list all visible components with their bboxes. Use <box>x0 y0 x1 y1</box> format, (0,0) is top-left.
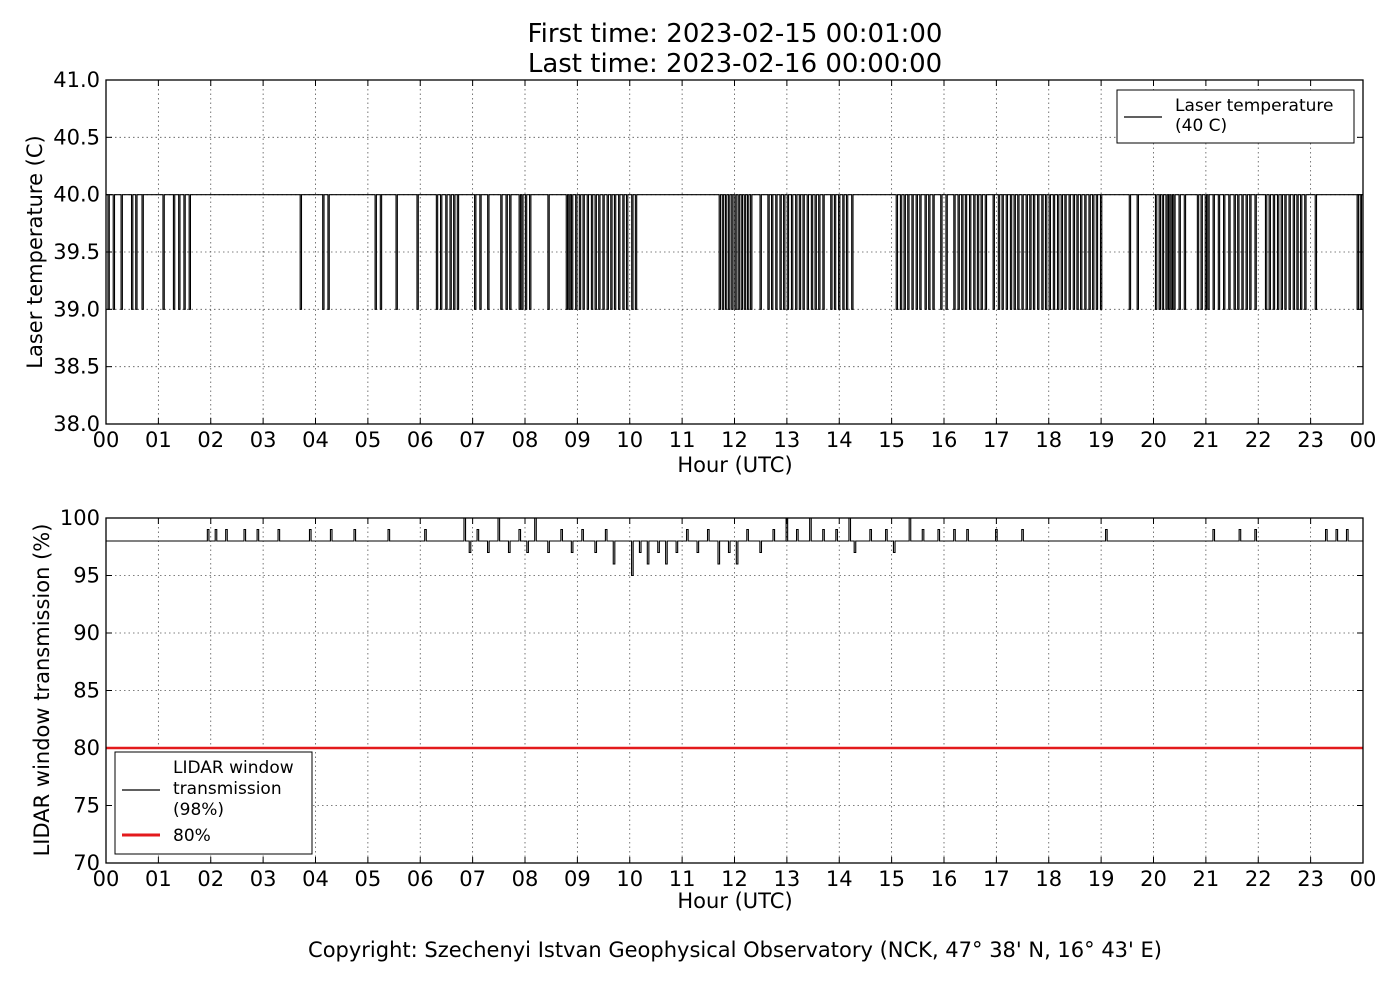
y-tick-label: 39.0 <box>53 297 100 321</box>
laser-temperature-series <box>106 194 1363 310</box>
title-line-1: First time: 2023-02-15 00:01:00 <box>528 19 943 49</box>
y-tick-label: 95 <box>73 564 100 588</box>
x-tick-label: 13 <box>774 867 801 891</box>
x-tick-label: 12 <box>721 867 748 891</box>
legend-label-80: 80% <box>173 826 211 846</box>
y-axis-label: LIDAR window transmission (%) <box>30 524 54 857</box>
y-tick-label: 40.5 <box>53 125 100 149</box>
x-tick-label: 15 <box>878 867 905 891</box>
x-tick-label: 11 <box>669 428 696 452</box>
x-tick-label: 16 <box>931 428 958 452</box>
x-tick-label: 03 <box>250 867 277 891</box>
x-tick-label: 06 <box>407 428 434 452</box>
x-tick-label: 14 <box>826 867 853 891</box>
plot-frame <box>105 517 1364 864</box>
y-tick-labels: 38.0 38.5 39.0 39.5 40.0 40.5 41.0 <box>53 68 100 436</box>
x-tick-label: 08 <box>512 428 539 452</box>
x-tick-label: 03 <box>250 428 277 452</box>
legend-label-line: Laser temperature <box>1175 96 1333 116</box>
x-tick-label: 10 <box>616 867 643 891</box>
grid-lines <box>105 517 1364 864</box>
y-tick-label: 90 <box>73 621 100 645</box>
x-tick-label: 00 <box>1350 428 1377 452</box>
y-tick-label: 75 <box>73 794 100 818</box>
x-tick-label: 00 <box>1350 867 1377 891</box>
x-tick-label: 18 <box>1035 867 1062 891</box>
x-tick-label: 16 <box>931 867 958 891</box>
x-tick-label: 19 <box>1088 867 1115 891</box>
x-tick-label: 23 <box>1297 867 1324 891</box>
legend-label: Laser temperature (40 C) <box>1175 96 1333 136</box>
x-tick-label: 21 <box>1193 428 1220 452</box>
x-tick-label: 02 <box>197 428 224 452</box>
legend: Laser temperature (40 C) <box>1116 89 1355 144</box>
x-tick-label: 00 <box>93 867 120 891</box>
y-tick-label: 40.0 <box>53 183 100 207</box>
x-tick-label: 01 <box>145 867 172 891</box>
x-tick-label: 10 <box>616 428 643 452</box>
x-tick-label: 12 <box>721 428 748 452</box>
x-tick-label: 19 <box>1088 428 1115 452</box>
y-tick-label: 100 <box>60 506 100 530</box>
x-tick-labels: 00 01 02 03 04 05 06 07 08 09 10 11 12 13 14 15 16 17 18 19… <box>93 428 1377 452</box>
copyright: Copyright: Szechenyi Istvan Geophysical … <box>308 938 1162 962</box>
x-tick-label: 22 <box>1245 428 1272 452</box>
y-tick-label: 70 <box>73 851 100 875</box>
x-tick-label: 01 <box>145 428 172 452</box>
x-tick-label: 20 <box>1140 867 1167 891</box>
legend-label-line: transmission <box>173 779 282 799</box>
x-tick-label: 09 <box>564 867 591 891</box>
x-tick-label: 02 <box>197 867 224 891</box>
x-tick-label: 11 <box>669 867 696 891</box>
x-tick-label: 07 <box>459 428 486 452</box>
y-tick-label: 85 <box>73 679 100 703</box>
lidar-transmission-chart: 00 01 02 03 04 05 06 07 08 09 10 11 12 13 14 15 16 17 18 19… <box>30 506 1376 913</box>
y-tick-label: 39.5 <box>53 240 100 264</box>
x-tick-label: 05 <box>355 428 382 452</box>
x-tick-label: 21 <box>1193 867 1220 891</box>
x-tick-label: 13 <box>774 428 801 452</box>
x-tick-label: 04 <box>302 867 329 891</box>
laser-temperature-chart: 00 01 02 03 04 05 06 07 08 09 10 11 12 13 14 15 16 17 18 19… <box>23 68 1376 477</box>
y-tick-label: 41.0 <box>53 68 100 92</box>
legend-label-lidar: LIDAR window transmission (98%) <box>173 758 294 820</box>
x-tick-label: 23 <box>1297 428 1324 452</box>
y-tick-labels: 70 75 80 85 90 95 100 <box>60 506 100 875</box>
plot-frame <box>105 79 1364 425</box>
y-tick-label: 80 <box>73 736 100 760</box>
legend-label-line: LIDAR window <box>173 758 294 778</box>
x-tick-label: 08 <box>512 867 539 891</box>
x-tick-label: 22 <box>1245 867 1272 891</box>
title-line-2: Last time: 2023-02-16 00:00:00 <box>528 49 942 79</box>
x-tick-label: 09 <box>564 428 591 452</box>
x-tick-label: 14 <box>826 428 853 452</box>
x-tick-label: 17 <box>983 867 1010 891</box>
x-tick-label: 18 <box>1035 428 1062 452</box>
y-tick-label: 38.0 <box>53 412 100 436</box>
x-tick-label: 06 <box>407 867 434 891</box>
x-axis-label: Hour (UTC) <box>677 889 792 913</box>
y-tick-label: 38.5 <box>53 355 100 379</box>
x-tick-label: 05 <box>355 867 382 891</box>
legend-label-line: (40 C) <box>1175 116 1227 136</box>
laser-temperature-line <box>106 194 1363 310</box>
x-tick-label: 07 <box>459 867 486 891</box>
x-tick-label: 17 <box>983 428 1010 452</box>
x-axis-label: Hour (UTC) <box>677 453 792 477</box>
x-tick-labels: 00 01 02 03 04 05 06 07 08 09 10 11 12 13 14 15 16 17 18 19… <box>93 867 1377 891</box>
y-axis-label: Laser temperature (C) <box>23 135 47 368</box>
x-tick-label: 04 <box>302 428 329 452</box>
legend: LIDAR window transmission (98%) 80% <box>114 751 313 855</box>
lidar-series <box>106 517 1363 750</box>
x-tick-label: 20 <box>1140 428 1167 452</box>
lidar-transmission-line <box>106 517 1363 577</box>
x-tick-label: 00 <box>93 428 120 452</box>
legend-box <box>114 751 313 855</box>
x-tick-label: 15 <box>878 428 905 452</box>
legend-label-line: (98%) <box>173 800 224 820</box>
